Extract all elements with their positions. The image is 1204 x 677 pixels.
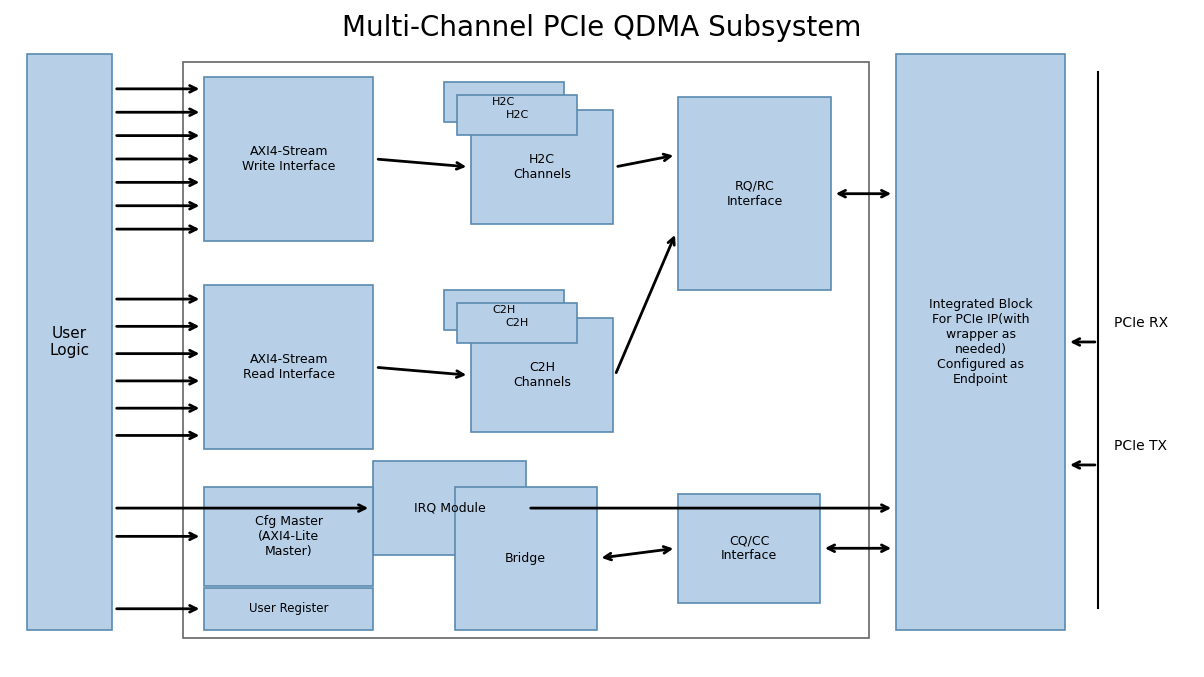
FancyBboxPatch shape [373,461,526,555]
Text: C2H
Channels: C2H Channels [513,362,571,389]
Text: Bridge: Bridge [506,552,547,565]
FancyBboxPatch shape [458,303,577,343]
FancyBboxPatch shape [455,487,596,630]
FancyBboxPatch shape [444,82,563,122]
FancyBboxPatch shape [471,318,613,432]
Text: H2C
Channels: H2C Channels [513,153,571,181]
FancyBboxPatch shape [26,54,112,630]
FancyBboxPatch shape [678,97,831,290]
Text: H2C: H2C [492,97,515,107]
Text: C2H: C2H [492,305,515,315]
FancyBboxPatch shape [444,290,563,330]
Text: Cfg Master
(AXI4-Lite
Master): Cfg Master (AXI4-Lite Master) [255,515,323,558]
FancyBboxPatch shape [471,110,613,224]
FancyBboxPatch shape [896,54,1066,630]
FancyBboxPatch shape [205,77,373,241]
Text: IRQ Module: IRQ Module [414,502,485,515]
Text: AXI4-Stream
Read Interface: AXI4-Stream Read Interface [243,353,335,381]
Text: Integrated Block
For PCIe IP(with
wrapper as
needed)
Configured as
Endpoint: Integrated Block For PCIe IP(with wrappe… [928,298,1032,386]
FancyBboxPatch shape [205,588,373,630]
Text: RQ/RC
Interface: RQ/RC Interface [726,179,783,208]
Text: PCIe TX: PCIe TX [1114,439,1167,453]
Text: PCIe RX: PCIe RX [1114,316,1168,330]
Text: User
Logic: User Logic [49,326,89,358]
Text: H2C: H2C [506,110,529,120]
Text: User Register: User Register [249,603,329,615]
Text: Multi-Channel PCIe QDMA Subsystem: Multi-Channel PCIe QDMA Subsystem [342,14,862,41]
FancyBboxPatch shape [678,494,820,603]
Text: AXI4-Stream
Write Interface: AXI4-Stream Write Interface [242,145,336,173]
FancyBboxPatch shape [205,286,373,449]
Text: C2H: C2H [506,318,529,328]
Text: CQ/CC
Interface: CQ/CC Interface [721,534,778,563]
FancyBboxPatch shape [458,95,577,135]
FancyBboxPatch shape [205,487,373,586]
